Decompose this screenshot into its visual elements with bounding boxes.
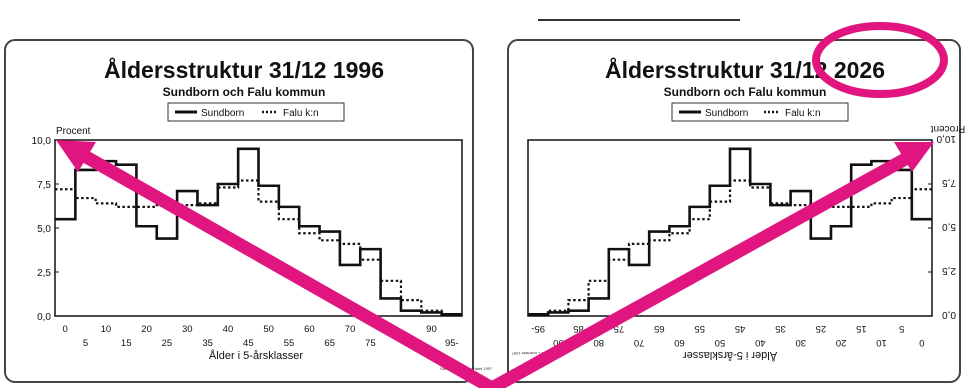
right-y-tick-label: 7,5 [942,177,956,188]
right-legend-box [671,102,849,122]
right-x-tick-label: 35 [775,323,786,334]
annotation-arrow-right-shaft [485,145,925,388]
left-x-tick-label: 15 [121,338,132,349]
left-x-tick-label: 25 [162,338,173,349]
right-series-falu-line [528,179,932,316]
left-panel-frame [4,39,474,383]
left-y-tick-label: 7,5 [37,180,51,191]
right-x-tick-label: 15 [856,323,867,334]
left-x-tick-label: 55 [284,338,295,349]
right-x-tick-label: 25 [816,323,827,334]
right-x-tick-label: 85 [573,323,584,334]
right-x-tick-label: 70 [634,337,645,348]
left-x-tick-label: 70 [345,324,356,335]
right-x-tick-label: 90 [553,337,564,348]
left-x-tick-label: 0 [63,324,68,335]
highlight-circle [812,22,948,98]
right-y-axis-label: Procent [931,123,966,134]
left-x-tick-label: 40 [223,324,234,335]
right-legend-sundborn-label: Sundborn [705,108,748,119]
left-x-tick-label: 75 [365,338,376,349]
right-x-tick-label: 55 [694,323,705,334]
left-chart-title: Åldersstruktur 31/12 1996 [104,56,384,83]
left-y-tick-label: 0,0 [37,312,51,323]
right-chart-subtitle: Sundborn och Falu kommun [664,85,827,99]
right-x-axis-label: Ålder i 5-årsklasser [683,349,777,362]
right-plot-area: 0,0 2,5 5,0 7,5 10,0 0 10 20 30 40 50 60 70 80 90 5 15 25… [511,123,965,362]
right-y-tick-label: 5,0 [942,221,956,232]
left-x-axis-label: Ålder i 5-årsklasser [209,349,303,362]
left-y-axis-label: Procent [56,126,91,137]
left-y-tick-label: 2,5 [37,268,51,279]
right-x-tick-label: 5 [899,323,904,334]
left-x-tick-label: 10 [101,324,112,335]
left-x-tick-label: 60 [304,324,315,335]
right-chart-title: Åldersstruktur 31/12 2026 [605,56,885,83]
right-series-sundborn-line [528,147,932,316]
annotation-arrow-left-head [56,140,96,172]
left-y-tick-label: 5,0 [37,224,51,235]
right-x-tick-label: 0 [919,337,924,348]
left-legend-falu-label: Falu k:n [283,108,319,119]
right-x-tick-label: 50 [715,337,726,348]
right-x-tick-label: 10 [876,337,887,348]
right-y-tick-label: 0,0 [942,309,956,320]
right-x-tick-label: 40 [755,337,766,348]
left-x-tick-label: 90 [426,324,437,335]
right-x-tick-label: 80 [593,337,604,348]
left-x-tick-label: 95- [445,338,459,349]
right-x-tick-label: 60 [674,337,685,348]
left-x-tick-label: 35 [202,338,213,349]
left-y-tick-label: 10,0 [32,136,52,147]
left-x-tick-label: 65 [324,338,335,349]
right-x-tick-label: 65 [654,323,665,334]
left-series-falu-line [55,179,462,316]
left-x-tick-label: 50 [263,324,274,335]
annotation-arrow-left-shaft [67,143,499,388]
left-x-tick-label: 45 [243,338,254,349]
right-y-tick-label: 2,5 [942,265,956,276]
right-x-tick-label: 95- [531,323,545,334]
right-legend-falu-label: Falu k:n [785,108,821,119]
annotation-arrow-right-head [894,142,934,172]
left-legend-box [167,102,345,122]
right-x-tick-label: 30 [795,337,806,348]
left-plot-area: 0,02,55,07,510,0010203040506070809051525… [32,136,463,349]
right-y-tick-label: 10,0 [936,133,956,144]
left-chart-subtitle: Sundborn och Falu kommun [163,85,326,99]
right-x-tick-label: 20 [836,337,847,348]
left-series-sundborn-line [55,147,462,316]
right-x-tick-label: 45 [735,323,746,334]
left-x-tick-label: 30 [182,324,193,335]
left-legend-sundborn-label: Sundborn [201,108,244,119]
right-x-tick-label: 75 [614,323,625,334]
right-chart: Åldersstruktur 31/12 2026 Sundborn och F… [605,56,885,122]
right-footnote: Samhällsbild 1 kvartalet 1997 [511,351,564,356]
left-x-tick-label: 5 [83,338,88,349]
left-x-tick-label: 20 [141,324,152,335]
right-panel-frame [507,39,961,383]
annotation-layer [56,22,948,388]
